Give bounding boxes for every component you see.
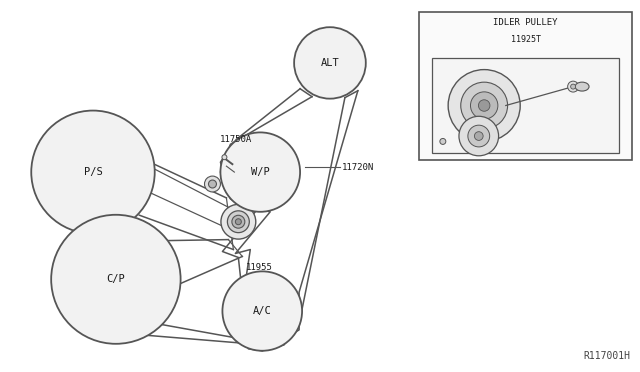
Text: IDLER PULLEY: IDLER PULLEY [493,18,557,27]
Text: A/C: A/C [253,306,271,316]
Circle shape [571,84,575,89]
Text: C/P: C/P [106,274,125,284]
Text: 11750A: 11750A [220,135,253,144]
Circle shape [222,155,227,160]
Circle shape [468,125,490,147]
Circle shape [440,138,446,144]
Circle shape [205,176,220,192]
Text: P/S: P/S [84,167,102,177]
Circle shape [209,180,216,188]
Circle shape [448,70,520,141]
Circle shape [221,204,256,239]
Circle shape [294,27,366,99]
Text: ALT: ALT [321,58,339,68]
Circle shape [51,215,180,344]
Circle shape [470,92,498,119]
Circle shape [223,271,302,351]
Circle shape [31,110,155,234]
Circle shape [220,132,300,212]
FancyBboxPatch shape [431,58,620,153]
Circle shape [479,100,490,111]
Circle shape [232,215,245,228]
Circle shape [461,82,508,129]
Text: 11925T: 11925T [511,35,541,44]
FancyBboxPatch shape [419,13,632,160]
Circle shape [568,81,579,92]
Text: W/P: W/P [251,167,269,177]
Circle shape [459,116,499,156]
Text: 11955: 11955 [246,263,273,272]
Ellipse shape [575,82,589,91]
Circle shape [227,211,250,232]
Circle shape [474,132,483,140]
Text: 11720N: 11720N [342,163,374,171]
Text: R117001H: R117001H [584,351,630,361]
Circle shape [236,219,241,225]
